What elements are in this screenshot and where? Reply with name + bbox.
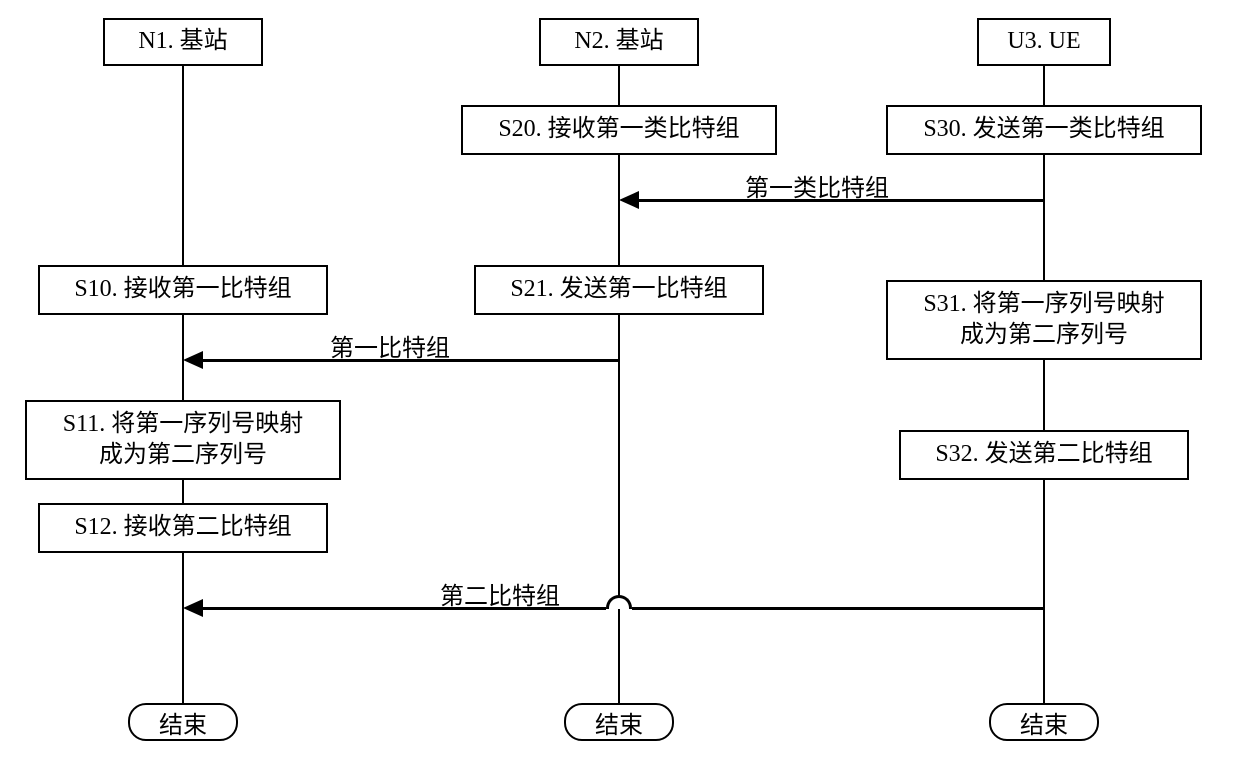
arrow-a1-label: 第一类比特组 [745,168,889,203]
box-s20-label: S20. 接收第一类比特组 [498,114,739,145]
header-u3-label: U3. UE [1007,26,1080,57]
box-s30: S30. 发送第一类比特组 [886,105,1202,155]
end-n1-label: 结束 [159,705,207,740]
header-n2-label: N2. 基站 [574,26,663,57]
arrow-a2-head [183,351,203,369]
arrow-a2-label: 第一比特组 [330,328,450,363]
box-s30-label: S30. 发送第一类比特组 [923,114,1164,145]
header-n1: N1. 基站 [103,18,263,66]
arrow-a3-bridge [606,595,632,609]
arrow-a3-label: 第二比特组 [440,576,560,611]
box-s31-label: S31. 将第一序列号映射 成为第二序列号 [923,289,1164,351]
box-s11: S11. 将第一序列号映射 成为第二序列号 [25,400,341,480]
header-u3: U3. UE [977,18,1111,66]
arrow-a3-head [183,599,203,617]
box-s32: S32. 发送第二比特组 [899,430,1189,480]
box-s12: S12. 接收第二比特组 [38,503,328,553]
end-n2-label: 结束 [595,705,643,740]
end-n1: 结束 [128,703,238,741]
arrow-a3-text: 第二比特组 [440,584,560,610]
arrow-a3-line-right [632,607,1044,610]
arrow-a1-head [619,191,639,209]
box-s11-label: S11. 将第一序列号映射 成为第二序列号 [63,409,303,471]
box-s20: S20. 接收第一类比特组 [461,105,777,155]
end-n2: 结束 [564,703,674,741]
box-s10-label: S10. 接收第一比特组 [74,274,291,305]
box-s32-label: S32. 发送第二比特组 [935,439,1152,470]
box-s12-label: S12. 接收第二比特组 [74,512,291,543]
arrow-a1-text: 第一类比特组 [745,176,889,202]
box-s21-label: S21. 发送第一比特组 [510,274,727,305]
box-s21: S21. 发送第一比特组 [474,265,764,315]
box-s31: S31. 将第一序列号映射 成为第二序列号 [886,280,1202,360]
end-u3-label: 结束 [1020,705,1068,740]
arrow-a2-text: 第一比特组 [330,336,450,362]
header-n1-label: N1. 基站 [138,26,227,57]
sequence-diagram: N1. 基站 N2. 基站 U3. UE S20. 接收第一类比特组 S30. … [0,0,1240,758]
box-s10: S10. 接收第一比特组 [38,265,328,315]
end-u3: 结束 [989,703,1099,741]
header-n2: N2. 基站 [539,18,699,66]
